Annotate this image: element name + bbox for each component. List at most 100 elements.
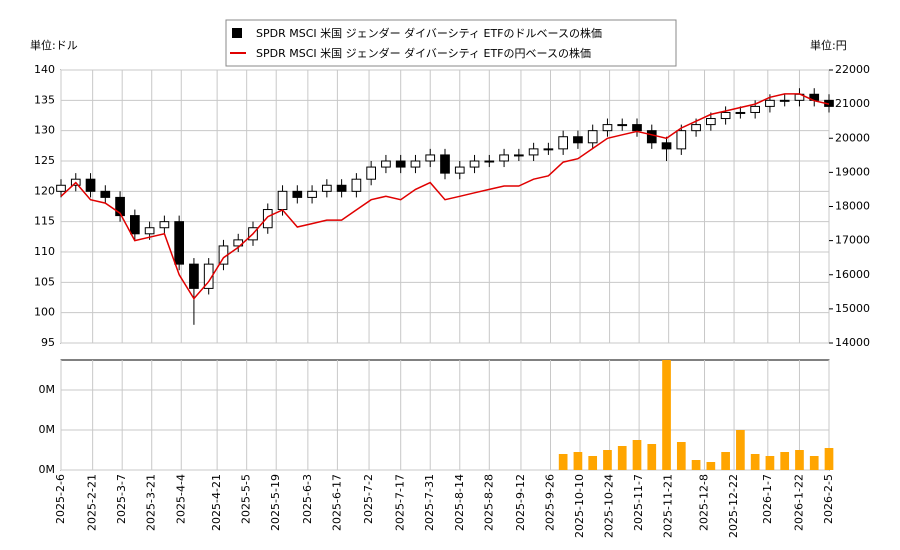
candle-body: [661, 142, 672, 150]
candle-body: [765, 99, 775, 107]
x-tick-label: 2025-6-17: [330, 474, 343, 531]
y2-tick-label: 21000: [835, 97, 870, 110]
candle-body: [705, 118, 716, 126]
y-tick-label: 95: [41, 336, 55, 349]
candle-body: [528, 148, 539, 156]
candle-body: [203, 263, 214, 289]
candle-body: [779, 99, 790, 102]
candle-body: [573, 136, 583, 144]
x-tick-label: 2025-9-12: [514, 474, 527, 531]
y2-tick-label: 20000: [835, 131, 870, 144]
candle-body: [292, 190, 303, 198]
y-tick-label: 140: [34, 63, 55, 76]
volume-bar: [780, 452, 790, 470]
volume-bar: [736, 430, 745, 470]
candle-body: [587, 130, 598, 144]
candle-body: [189, 263, 199, 289]
x-tick-label: 2026-2-5: [822, 474, 835, 524]
volume-bar: [824, 448, 834, 470]
x-tick-label: 2025-11-7: [632, 474, 645, 531]
x-tick-label: 2025-4-21: [210, 474, 223, 531]
y2-tick-label: 19000: [835, 165, 870, 178]
x-tick-label: 2025-11-21: [662, 474, 675, 538]
y2-tick-label: 22000: [835, 63, 870, 76]
x-tick-label: 2025-4-4: [174, 474, 187, 524]
candle-body: [262, 209, 273, 229]
x-tick-label: 2025-12-22: [727, 474, 740, 538]
candle-body: [395, 160, 406, 168]
x-tick-label: 2025-10-24: [603, 474, 616, 538]
y-tick-label: 100: [34, 306, 55, 319]
candle-body: [440, 154, 450, 174]
x-tick-label: 2025-8-14: [453, 474, 466, 531]
candle-body: [144, 227, 155, 235]
legend: [225, 19, 677, 67]
legend-swatch: [232, 28, 242, 38]
volume-bar: [809, 456, 819, 470]
volume-bar: [632, 440, 642, 470]
volume-bar: [691, 460, 701, 470]
candle-body: [321, 184, 332, 192]
candle-body: [277, 190, 288, 211]
y-tick-label: 110: [34, 245, 55, 258]
y2-tick-label: 18000: [835, 200, 870, 213]
volume-bar: [558, 454, 568, 470]
candle-body: [115, 196, 125, 217]
volume-tick-label: 0M: [39, 423, 56, 436]
candle-body: [174, 221, 185, 265]
volume-bar: [647, 444, 657, 470]
y2-tick-label: 15000: [835, 302, 870, 315]
candle-body: [558, 136, 569, 150]
candle-body: [129, 215, 140, 235]
candle-body: [543, 148, 554, 151]
x-tick-label: 2025-2-6: [54, 474, 67, 524]
candle-body: [735, 111, 746, 114]
legend-entry: SPDR MSCI 米国 ジェンダー ダイバーシティ ETFの円ベースの株価: [256, 46, 591, 60]
volume-tick-label: 0M: [39, 383, 56, 396]
candle-body: [632, 124, 642, 132]
y2-tick-label: 16000: [835, 268, 870, 281]
y2-tick-label: 14000: [835, 336, 870, 349]
candle-body: [454, 166, 465, 174]
candle-body: [336, 184, 347, 192]
x-tick-label: 2025-2-21: [86, 474, 99, 531]
x-tick-label: 2025-10-10: [573, 474, 586, 538]
y-tick-label: 125: [34, 154, 55, 167]
candle-body: [469, 160, 480, 168]
x-tick-label: 2025-12-8: [698, 474, 711, 531]
volume-bar: [750, 454, 760, 470]
volume-bar: [676, 442, 686, 470]
candle-body: [602, 124, 613, 132]
x-tick-label: 2026-1-7: [761, 474, 774, 524]
x-tick-label: 2026-1-22: [792, 474, 805, 531]
candle-body: [720, 111, 731, 120]
volume-bar: [706, 462, 716, 470]
volume-bar: [721, 452, 730, 470]
volume-bar: [795, 450, 804, 470]
y-tick-label: 135: [34, 93, 55, 106]
candle-body: [351, 178, 362, 192]
candle-body: [366, 166, 377, 180]
candle-body: [513, 154, 524, 157]
y-unit-label: 単位:ドル: [30, 38, 78, 52]
candle-body: [159, 221, 170, 229]
volume-bar: [765, 456, 775, 470]
x-tick-label: 2025-7-31: [423, 474, 436, 531]
y-tick-label: 115: [34, 215, 55, 228]
candle-body: [56, 184, 66, 192]
x-tick-label: 2025-9-26: [543, 474, 556, 531]
y2-unit-label: 単位:円: [810, 38, 847, 52]
x-tick-label: 2025-8-28: [482, 474, 495, 531]
price-line: [60, 93, 830, 300]
volume-bar: [573, 452, 583, 470]
volume-bar: [588, 456, 598, 470]
x-tick-label: 2025-5-5: [240, 474, 253, 524]
legend-entry: SPDR MSCI 米国 ジェンダー ダイバーシティ ETFのドルベースの株価: [256, 26, 602, 40]
volume-bar: [603, 450, 612, 470]
candle-body: [85, 178, 96, 192]
x-tick-label: 2025-7-2: [362, 474, 375, 524]
candle-body: [750, 105, 761, 113]
volume-tick-label: 0M: [39, 463, 56, 476]
volume-bar: [662, 360, 671, 470]
